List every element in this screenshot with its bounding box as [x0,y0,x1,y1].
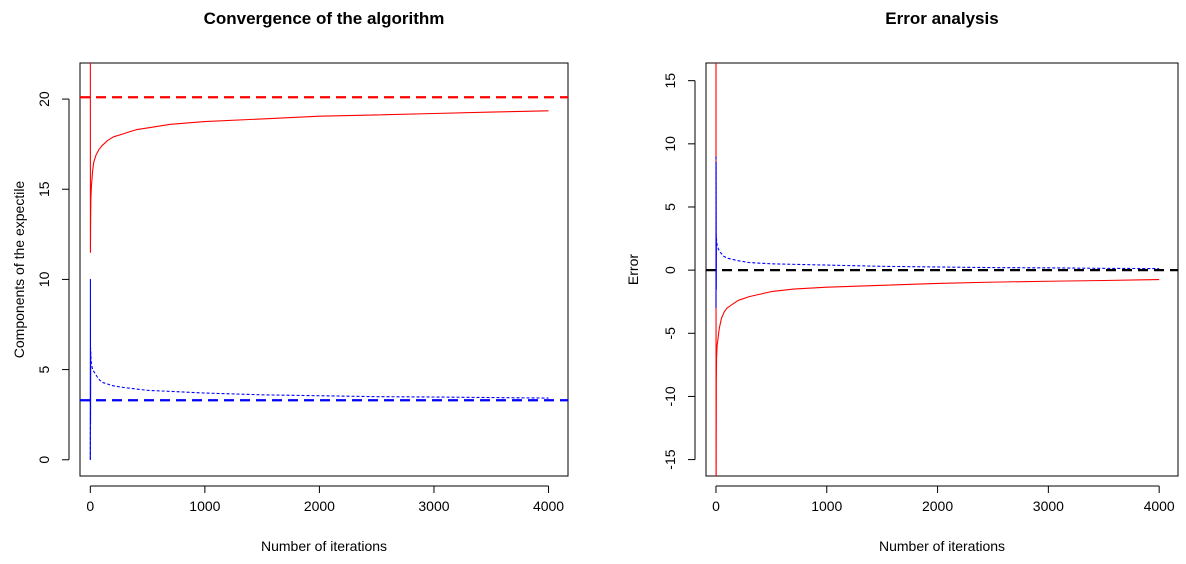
x-tick-label: 1000 [189,498,220,514]
x-tick-label: 2000 [922,498,953,514]
plot-area [80,0,568,460]
plot-area [706,0,1178,523]
y-tick-label: 10 [36,271,52,287]
series-line-1 [90,0,548,252]
x-tick-label: 4000 [1144,498,1175,514]
chart-panel-1: Convergence of the algorithm Number of it… [11,0,568,554]
y-axis-label: Components of the expectile [11,181,27,359]
series-line-1 [716,0,1159,523]
y-tick-label: -10 [662,386,678,406]
x-tick-label: 4000 [533,498,564,514]
chart-panel-2: Error analysis Number of iterations Error 0… [625,0,1178,554]
y-tick-label: 0 [36,456,52,464]
x-axis-label: Number of iterations [879,538,1005,554]
x-tick-label: 0 [86,498,94,514]
chart-title: Error analysis [885,9,998,28]
x-tick-label: 2000 [304,498,335,514]
y-tick-label: 5 [662,203,678,211]
x-tick-label: 0 [712,498,720,514]
x-tick-label: 3000 [418,498,449,514]
x-tick-label: 3000 [1033,498,1064,514]
y-tick-label: 20 [36,91,52,107]
y-tick-label: 15 [36,181,52,197]
y-tick-label: 5 [36,365,52,373]
series-line-2 [90,348,548,460]
y-tick-label: -15 [662,449,678,469]
x-tick-label: 1000 [811,498,842,514]
y-tick-label: 0 [662,266,678,274]
x-axis-label: Number of iterations [261,538,387,554]
y-tick-label: 10 [662,136,678,152]
y-tick-label: -5 [662,327,678,340]
y-tick-label: 15 [662,73,678,89]
y-axis-label: Error [625,254,641,285]
plot-frame [80,63,568,476]
chart-title: Convergence of the algorithm [204,9,445,28]
